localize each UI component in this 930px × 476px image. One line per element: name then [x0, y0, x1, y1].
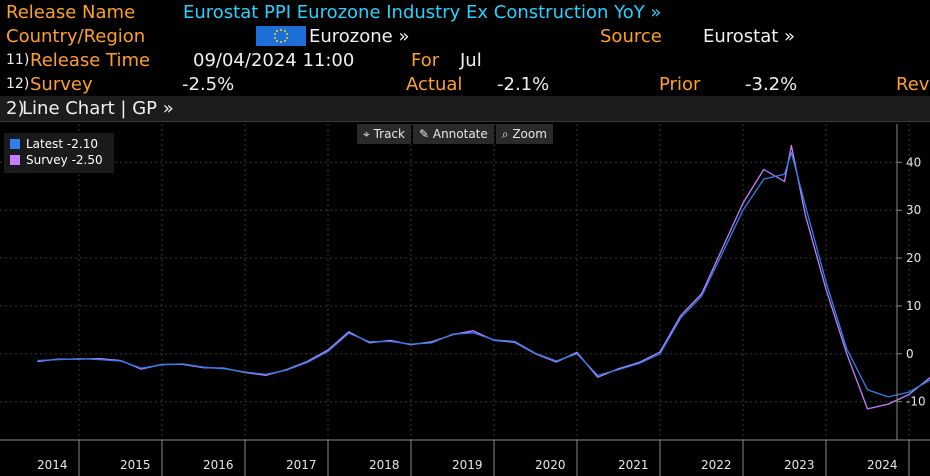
legend-swatch-survey	[10, 155, 20, 165]
y-tick-label: -10	[906, 395, 926, 409]
for-label: For	[411, 50, 440, 71]
toolbar-number: 2)	[6, 98, 25, 119]
row-number: 11)	[6, 52, 30, 68]
eu-flag-icon	[256, 26, 306, 46]
y-tick-label: 40	[906, 155, 921, 169]
legend-latest-label: Latest	[26, 137, 64, 151]
legend-swatch-latest	[10, 139, 20, 149]
pencil-icon: ✎	[418, 127, 433, 141]
actual-label: Actual	[406, 74, 463, 95]
legend-item-latest[interactable]: Latest -2.10	[10, 136, 98, 152]
header-row-survey: 12) Survey -2.5% Actual -2.1% Prior -3.2…	[0, 72, 930, 97]
track-label: Track	[373, 127, 405, 141]
release-time-label: Release Time	[30, 50, 151, 71]
legend-survey-value: -2.50	[71, 153, 103, 167]
line-chart[interactable]: 40 30 20 10 0 -10 2014 2015 2016 2017 2018 2019 2020…	[0, 122, 930, 476]
source-label: Source	[600, 26, 662, 47]
prior-label: Prior	[659, 74, 701, 95]
y-tick-label: 0	[906, 347, 914, 361]
zoom-tool[interactable]: ⌕ Zoom	[495, 124, 553, 144]
legend-latest-value: -2.10	[66, 137, 98, 151]
header-row-country: Country/Region Eurozone » Source Eurosta…	[0, 24, 930, 49]
country-label: Country/Region	[6, 26, 146, 47]
track-tool[interactable]: ⌖ Track	[357, 124, 411, 144]
x-tick-label: 2021	[618, 458, 649, 472]
annotate-label: Annotate	[432, 127, 488, 141]
annotate-tool[interactable]: ✎ Annotate	[412, 124, 494, 144]
x-tick-label: 2014	[37, 458, 68, 472]
x-tick-label: 2020	[535, 458, 566, 472]
legend-item-survey[interactable]: Survey -2.50	[10, 152, 103, 168]
y-tick-label: 30	[906, 203, 921, 217]
x-tick-label: 2023	[784, 458, 815, 472]
chart-type-menu[interactable]: Line Chart | GP »	[22, 98, 174, 119]
x-tick-label: 2022	[701, 458, 732, 472]
source-link[interactable]: Eurostat »	[703, 26, 796, 47]
zoom-label: Zoom	[512, 127, 547, 141]
actual-value: -2.1%	[497, 74, 550, 95]
magnifier-icon: ⌕	[501, 127, 513, 141]
survey-value: -2.5%	[182, 74, 235, 95]
release-name-label: Release Name	[6, 2, 136, 23]
header-row-release-time: 11) Release Time 09/04/2024 11:00 For Ju…	[0, 48, 930, 73]
header-row-release-name: Release Name Eurostat PPI Eurozone Indus…	[0, 0, 930, 25]
chart-series	[37, 144, 930, 410]
survey-label: Survey	[30, 74, 93, 95]
prior-value: -3.2%	[745, 74, 798, 95]
chart-grid	[0, 124, 910, 440]
y-tick-label: 10	[906, 299, 921, 313]
chart-legend: Latest -2.10 Survey -2.50	[4, 133, 114, 173]
release-name-link[interactable]: Eurostat PPI Eurozone Industry Ex Constr…	[183, 2, 662, 23]
legend-survey-label: Survey	[26, 153, 68, 167]
x-tick-label: 2018	[369, 458, 400, 472]
series-line-latest	[37, 152, 930, 398]
x-tick-label: 2016	[203, 458, 234, 472]
x-tick-label: 2024	[867, 458, 898, 472]
crosshair-icon: ⌖	[363, 127, 374, 141]
for-value: Jul	[460, 50, 482, 71]
x-tick-label: 2019	[452, 458, 483, 472]
chart-axes: 40 30 20 10 0 -10 2014 2015 2016 2017 2018 2019 2020…	[0, 124, 930, 476]
y-tick-label: 20	[906, 251, 921, 265]
country-link[interactable]: Eurozone »	[309, 26, 410, 47]
chart-tools: ⌖ Track ✎ Annotate ⌕ Zoom	[357, 124, 553, 144]
x-tick-label: 2015	[120, 458, 151, 472]
release-time-value: 09/04/2024 11:00	[193, 50, 355, 71]
chart-toolbar: 2) Line Chart | GP »	[0, 96, 930, 122]
row-number: 12)	[6, 76, 30, 92]
x-tick-label: 2017	[286, 458, 317, 472]
series-line-survey	[37, 144, 930, 410]
rev-label: Rev	[896, 74, 930, 95]
